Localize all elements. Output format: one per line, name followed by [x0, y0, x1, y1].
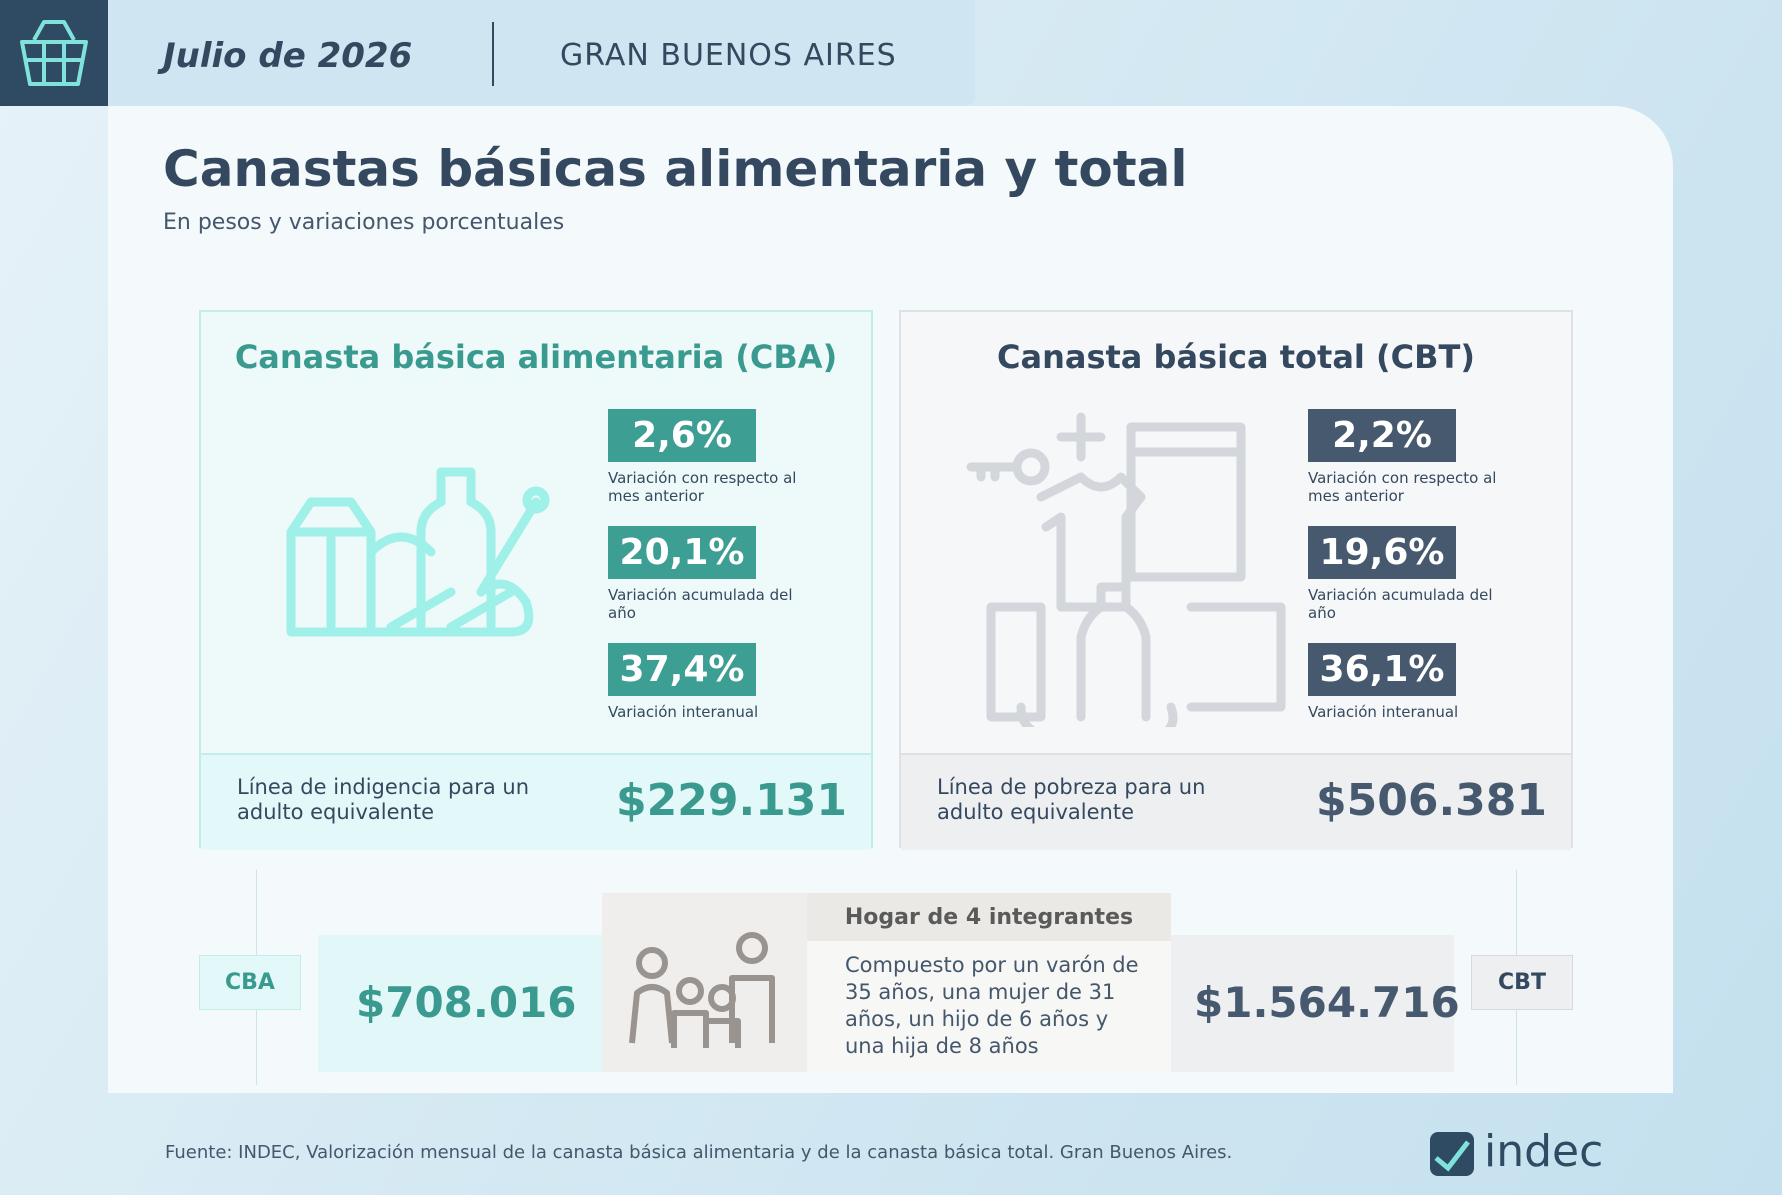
stat-value: 2,2%	[1308, 409, 1456, 462]
card-footer: Línea de indigencia para un adulto equiv…	[201, 753, 871, 850]
stat-label: Variación acumulada del año	[608, 586, 793, 622]
stat-value: 2,6%	[608, 409, 756, 462]
stat-value: 19,6%	[1308, 526, 1456, 579]
cbt-tag: CBT	[1471, 955, 1573, 1010]
goods-icon	[966, 412, 1286, 727]
cba-tag: CBA	[199, 955, 301, 1010]
household-cba-value: $708.016	[356, 978, 577, 1027]
subtitle: En pesos y variaciones porcentuales	[163, 210, 565, 235]
card-title: Canasta básica total (CBT)	[997, 338, 1475, 376]
line-label: Línea de indigencia para un adulto equiv…	[237, 775, 530, 824]
line-label: Línea de pobreza para un adulto equivale…	[937, 775, 1206, 824]
stat-label: Variación con respecto al mes anterior	[1308, 469, 1497, 505]
household-description: Compuesto por un varón de 35 años, una m…	[845, 953, 1139, 1058]
logo-text: indec	[1484, 1126, 1604, 1177]
title: Canastas básicas alimentaria y total	[163, 140, 1188, 198]
family-icon-box	[602, 893, 807, 1072]
card-footer: Línea de pobreza para un adulto equivale…	[901, 753, 1571, 850]
card-title: Canasta básica alimentaria (CBA)	[234, 338, 838, 376]
line-value: $229.131	[616, 775, 848, 826]
household-cbt-value: $1.564.716	[1194, 978, 1460, 1027]
line-value: $506.381	[1316, 775, 1548, 826]
logo-icon	[1430, 1132, 1474, 1176]
stat-value: 20,1%	[608, 526, 756, 579]
basket-icon	[20, 20, 88, 86]
cbt-band	[1171, 935, 1454, 1072]
date: Julio de 2026	[163, 36, 413, 76]
region: GRAN BUENOS AIRES	[560, 38, 897, 73]
stat-label: Variación interanual	[608, 703, 759, 721]
family-icon	[629, 932, 775, 1048]
stat-value: 37,4%	[608, 643, 756, 696]
cba-band	[318, 935, 602, 1072]
cbt-card: Canasta básica total (CBT) 2,2% Variació…	[899, 310, 1573, 850]
stat-label: Variación interanual	[1308, 703, 1459, 721]
household-title: Hogar de 4 integrantes	[807, 893, 1171, 941]
stat-value: 36,1%	[1308, 643, 1456, 696]
food-icon	[286, 467, 550, 637]
stat-label: Variación con respecto al mes anterior	[608, 469, 797, 505]
cba-card: Canasta básica alimentaria (CBA) 2,6% Va…	[199, 310, 873, 850]
divider	[492, 22, 494, 86]
stat-label: Variación acumulada del año	[1308, 586, 1493, 622]
source: Fuente: INDEC, Valorización mensual de l…	[165, 1142, 1233, 1163]
header-bar	[0, 0, 975, 106]
basket-icon-box	[0, 0, 108, 106]
